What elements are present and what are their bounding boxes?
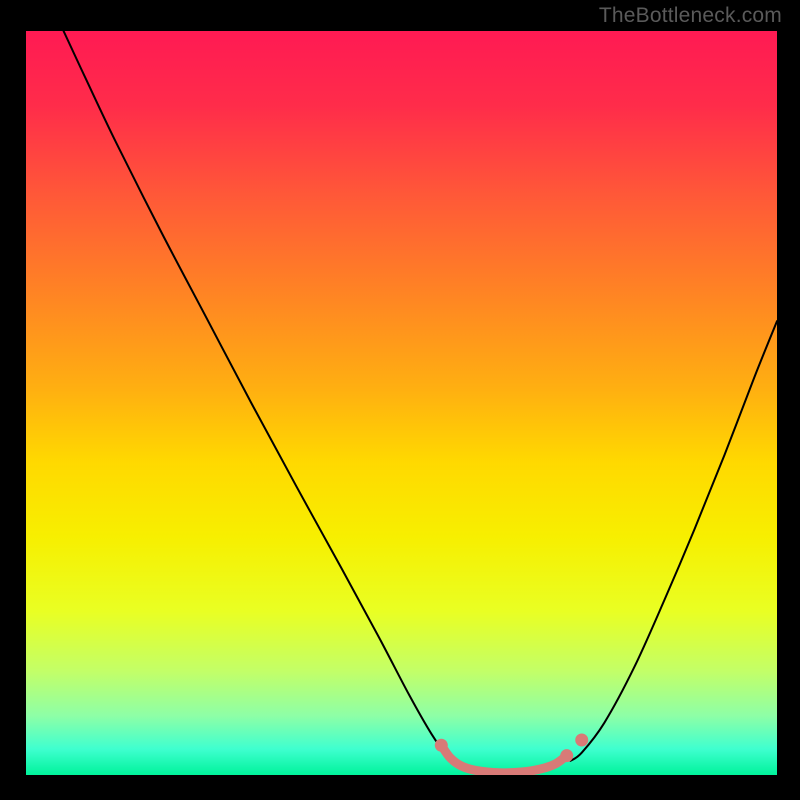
valley-dot-right bbox=[575, 734, 588, 747]
valley-cap-right bbox=[560, 749, 573, 762]
valley-highlight bbox=[441, 745, 566, 773]
valley-cap-left bbox=[435, 739, 448, 752]
curves-overlay bbox=[26, 31, 777, 775]
curve-left bbox=[64, 31, 455, 761]
chart-area bbox=[26, 31, 777, 775]
watermark-text: TheBottleneck.com bbox=[599, 4, 782, 28]
curve-right bbox=[570, 321, 777, 761]
chart-container: TheBottleneck.com bbox=[0, 0, 800, 800]
